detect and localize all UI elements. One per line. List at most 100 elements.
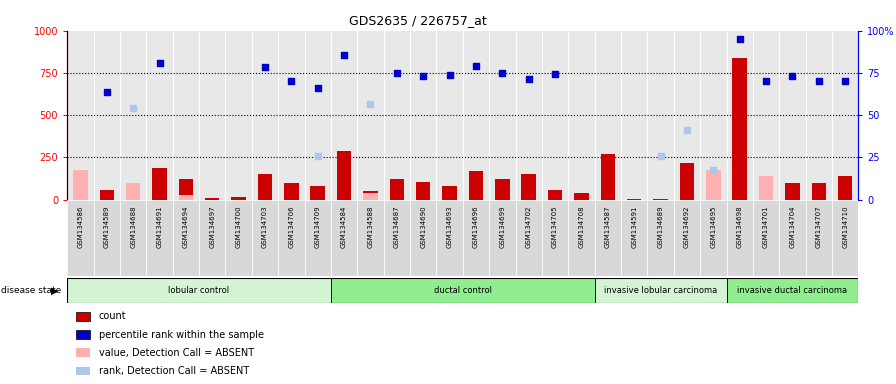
Text: invasive ductal carcinoma: invasive ductal carcinoma	[737, 286, 848, 295]
Text: GDS2635 / 226757_at: GDS2635 / 226757_at	[349, 14, 487, 27]
Bar	[93, 200, 120, 276]
Bar	[363, 191, 378, 200]
Bar	[759, 176, 773, 200]
Bar	[753, 200, 780, 276]
Text: GSM134709: GSM134709	[314, 206, 321, 248]
Text: GSM134687: GSM134687	[394, 206, 400, 248]
Point	[258, 64, 272, 70]
Text: GSM134691: GSM134691	[157, 206, 162, 248]
Bar	[780, 31, 806, 200]
Bar	[595, 200, 621, 276]
Bar	[727, 278, 858, 303]
Bar	[574, 193, 589, 200]
Bar	[284, 183, 298, 200]
Text: GSM134688: GSM134688	[130, 206, 136, 248]
Point	[495, 70, 510, 76]
Point	[812, 78, 826, 84]
Bar	[542, 200, 568, 276]
Text: GSM134591: GSM134591	[631, 206, 637, 248]
Bar	[653, 199, 668, 200]
Text: GSM134703: GSM134703	[262, 206, 268, 248]
Bar	[358, 200, 383, 276]
Bar	[383, 31, 410, 200]
Point	[416, 73, 430, 79]
Bar	[76, 330, 90, 339]
Bar	[621, 200, 648, 276]
Bar	[331, 278, 595, 303]
Point	[311, 153, 325, 159]
Point	[126, 105, 141, 111]
Bar	[252, 200, 278, 276]
Bar	[416, 182, 430, 200]
Text: GSM134701: GSM134701	[763, 206, 769, 248]
Bar	[125, 183, 141, 200]
Text: GSM134706: GSM134706	[289, 206, 295, 248]
Bar	[806, 200, 832, 276]
Point	[284, 78, 298, 84]
Bar	[93, 31, 120, 200]
Bar	[358, 31, 383, 200]
Point	[443, 73, 457, 79]
Point	[152, 60, 167, 66]
Text: GSM134702: GSM134702	[526, 206, 531, 248]
Point	[653, 153, 668, 159]
Bar	[600, 154, 615, 200]
Bar	[178, 195, 194, 200]
Bar	[515, 31, 542, 200]
Bar	[627, 199, 642, 200]
Bar	[199, 31, 226, 200]
Bar	[547, 190, 563, 200]
Bar	[226, 31, 252, 200]
Bar	[838, 176, 852, 200]
Bar	[489, 31, 515, 200]
Bar	[152, 167, 167, 200]
Text: ductal control: ductal control	[434, 286, 492, 295]
Bar	[727, 200, 753, 276]
Point	[99, 88, 114, 94]
Bar	[331, 200, 358, 276]
Bar	[252, 31, 278, 200]
Bar	[173, 31, 199, 200]
Text: GSM134588: GSM134588	[367, 206, 374, 248]
Bar	[231, 197, 246, 200]
Point	[469, 63, 483, 69]
Bar	[727, 31, 753, 200]
Text: lobular control: lobular control	[168, 286, 229, 295]
Text: GSM134586: GSM134586	[77, 206, 83, 248]
Point	[390, 70, 404, 76]
Bar	[305, 200, 331, 276]
Bar	[146, 200, 173, 276]
Bar	[680, 162, 694, 200]
Bar	[76, 312, 90, 321]
Bar	[469, 171, 483, 200]
Bar	[806, 31, 832, 200]
Bar	[595, 31, 621, 200]
Bar	[780, 200, 806, 276]
Bar	[700, 31, 727, 200]
Point	[311, 85, 325, 91]
Bar	[495, 179, 510, 200]
Bar	[410, 200, 436, 276]
Bar	[390, 179, 404, 200]
Bar	[706, 176, 720, 200]
Bar	[67, 278, 331, 303]
Bar	[120, 31, 146, 200]
Bar	[278, 200, 305, 276]
Text: value, Detection Call = ABSENT: value, Detection Call = ABSENT	[99, 348, 254, 358]
Bar	[99, 190, 114, 200]
Bar	[621, 31, 648, 200]
Bar	[146, 31, 173, 200]
Bar	[785, 183, 800, 200]
Text: GSM134589: GSM134589	[104, 206, 109, 248]
Text: GSM134699: GSM134699	[499, 206, 505, 248]
Bar	[67, 200, 93, 276]
Text: GSM134694: GSM134694	[183, 206, 189, 248]
Bar	[462, 31, 489, 200]
Point	[521, 76, 536, 82]
Bar	[410, 31, 436, 200]
Bar	[732, 58, 747, 200]
Text: count: count	[99, 311, 126, 321]
Point	[680, 127, 694, 134]
Bar	[331, 31, 358, 200]
Bar	[753, 31, 780, 200]
